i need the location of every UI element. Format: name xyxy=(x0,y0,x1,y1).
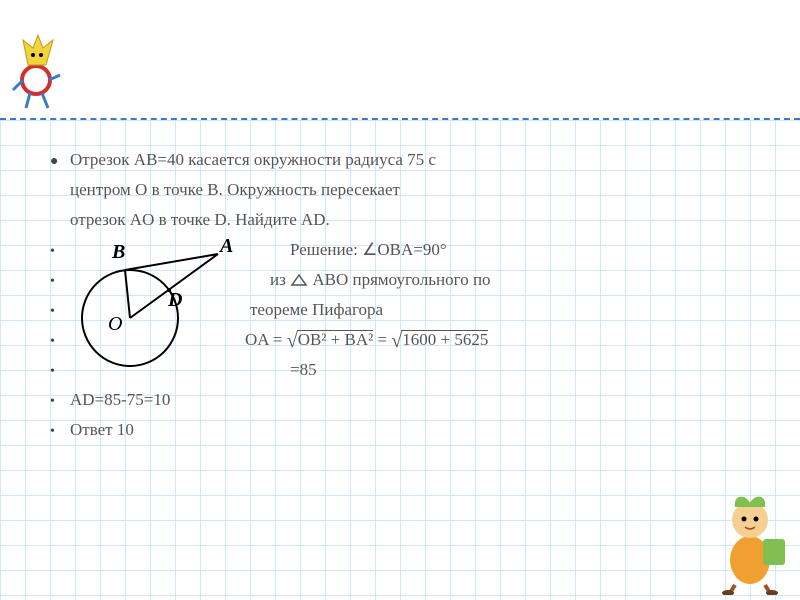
sqrt-expr-1: √OB² + BA² xyxy=(287,330,374,353)
bullet-icon: • xyxy=(50,334,70,350)
bullet-icon: • xyxy=(50,244,70,260)
triangle-icon xyxy=(290,273,308,287)
problem-line-2: центром O в точке B. Окружность пересека… xyxy=(50,180,750,204)
svg-text:O: O xyxy=(108,313,122,335)
header-blank xyxy=(0,0,800,120)
problem-text: Отрезок AB=40 касается окружности радиус… xyxy=(70,150,750,170)
sqrt-expr-2: √1600 + 5625 xyxy=(391,330,488,353)
problem-text: центром O в точке B. Окружность пересека… xyxy=(70,180,750,200)
text-part: ABO прямоугольного по xyxy=(312,270,490,289)
solution-step-6: • AD=85-75=10 xyxy=(50,390,750,414)
answer-line: • Ответ 10 xyxy=(50,420,750,444)
text-part: из xyxy=(270,270,290,289)
bullet-icon: • xyxy=(50,274,70,290)
svg-text:B: B xyxy=(111,241,125,263)
bullet-icon: • xyxy=(50,394,70,410)
problem-line-1: ● Отрезок AB=40 касается окружности ради… xyxy=(50,150,750,174)
dashed-divider xyxy=(0,118,800,120)
bullet-icon: • xyxy=(50,304,70,320)
formula-lhs: OA = xyxy=(245,330,287,349)
answer-text: Ответ 10 xyxy=(70,420,750,440)
svg-text:A: A xyxy=(218,235,233,257)
bullet-icon: ● xyxy=(50,154,70,170)
solution-text: AD=85-75=10 xyxy=(70,390,750,410)
bullet-icon: • xyxy=(50,424,70,440)
formula-eq: = xyxy=(377,330,387,349)
circle-diagram: B A D O xyxy=(70,218,250,378)
mascot-bottom-right xyxy=(705,485,795,595)
svg-text:D: D xyxy=(167,289,182,311)
mascot-top-left xyxy=(8,30,68,110)
bullet-icon: • xyxy=(50,364,70,380)
